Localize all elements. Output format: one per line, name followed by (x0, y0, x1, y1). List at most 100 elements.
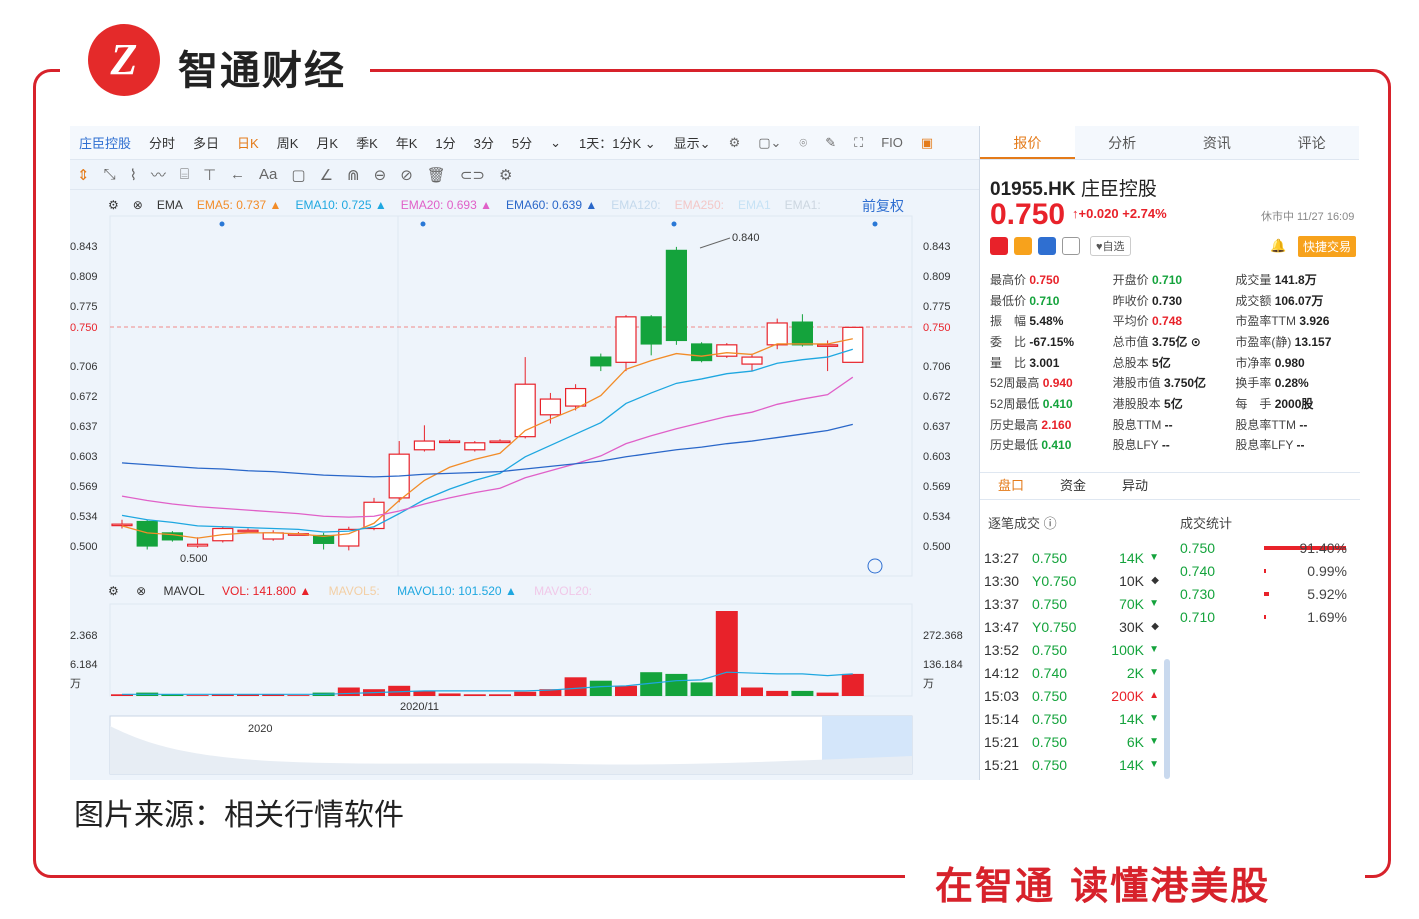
stat-cell: 最低价 0.710 (990, 293, 1060, 308)
gear-icon[interactable]: ⚙ (728, 134, 741, 150)
stat-row: 52周最高 0.940 港股市值 3.750亿 换手率 0.28% (990, 372, 1358, 393)
mavol-label[interactable]: MAVOL (163, 584, 205, 598)
draw-tool-icon-7[interactable]: Aa (259, 166, 278, 183)
detail-tab-1[interactable]: 资金 (1059, 478, 1086, 493)
tick-row: 15:21 0.750 6K ▼ (984, 733, 1159, 750)
draw-tool-icon-2[interactable]: ⌇ (129, 166, 137, 184)
volume-tick-left: 6.184 (70, 659, 98, 671)
period-item-0[interactable]: 庄臣控股 (79, 136, 132, 151)
stat-cell: 港股市值 3.750亿 (1112, 376, 1207, 391)
distribution-row: 0.740 0.99% (1180, 562, 1347, 579)
mavol-close-icon[interactable]: ⊗ (136, 584, 147, 598)
quote-tab-0[interactable]: 报价 (980, 126, 1075, 159)
stat-cell: 每 手 2000股 (1235, 396, 1314, 411)
volume-bar (186, 695, 209, 696)
period-item-1[interactable]: 分时 (149, 136, 176, 151)
candle-body (111, 523, 133, 527)
price-tick-left: 0.672 (70, 391, 98, 403)
price-tick-left: 0.775 (70, 301, 98, 313)
period-item-12[interactable]: 1天：1分K ⌄ (579, 136, 656, 151)
period-item-6[interactable]: 季K (356, 136, 378, 151)
draw-tool-icon-15[interactable]: ⚙ (498, 166, 513, 184)
quote-tab-2[interactable]: 资讯 (1202, 135, 1231, 151)
price-tick-right: 0.500 (923, 541, 951, 553)
detail-tab-0[interactable]: 盘口 (997, 478, 1024, 493)
detail-tab-2[interactable]: 异动 (1121, 478, 1148, 493)
price-tick-right: 0.637 (923, 421, 951, 433)
fib-icon[interactable]: FIO (881, 135, 903, 150)
tick-list[interactable]: 13:27 0.750 14K ▼ 13:30 Y0.750 10K ◆ 13:37 0.750 7… (984, 546, 1159, 776)
quote-tab-1[interactable]: 分析 (1108, 135, 1137, 151)
period-item-13[interactable]: 显示⌄ (673, 136, 711, 151)
ema10-line (121, 348, 853, 533)
volume-bar (262, 694, 285, 696)
ema-label[interactable]: EMA (156, 198, 183, 212)
close-icon[interactable]: ⊗ (132, 198, 143, 212)
draw-tool-icon-10[interactable]: ⋒ (347, 166, 360, 184)
period-item-9[interactable]: 3分 (473, 136, 494, 151)
flash-icon[interactable] (1014, 237, 1032, 255)
period-item-5[interactable]: 月K (316, 136, 339, 151)
price-tick-left: 0.569 (70, 481, 98, 493)
stat-cell: 历史最低 0.410 (990, 438, 1072, 453)
draw-tool-icon-11[interactable]: ⊖ (373, 166, 387, 184)
volume-tick-left: 万 (70, 678, 81, 690)
volume-bar (287, 695, 310, 696)
period-item-10[interactable]: 5分 (511, 136, 533, 151)
quote-tab-3[interactable]: 评论 (1297, 135, 1326, 151)
high-price-label: 0.840 (732, 232, 760, 244)
ema60-value: EMA60: 0.639 ▲ (505, 198, 598, 212)
tag-icon[interactable] (1038, 237, 1056, 255)
quick-trade-button[interactable]: 快捷交易 (1298, 236, 1357, 257)
price-tick-right: 0.569 (923, 481, 951, 493)
price-tick-left: 0.637 (70, 421, 98, 433)
draw-tool-icon-1[interactable]: ⤡ (103, 166, 116, 183)
adjust-button[interactable]: 前复权 (862, 198, 904, 214)
draw-tool-icon-5[interactable]: ⊤ (202, 166, 217, 184)
period-item-4[interactable]: 周K (276, 136, 299, 151)
settings-icon[interactable]: ⚙ (108, 198, 119, 212)
period-item-8[interactable]: 1分 (435, 136, 456, 151)
draw-tool-icon-9[interactable]: ∠ (319, 166, 334, 184)
candle-body (514, 383, 536, 438)
bell-icon[interactable]: 🔔 (1270, 238, 1287, 253)
fullscreen-icon[interactable]: ⛶ (854, 134, 864, 150)
candle-body (716, 344, 738, 357)
ema10-value: EMA10: 0.725 ▲ (295, 198, 387, 212)
note-icon[interactable] (1062, 237, 1080, 255)
draw-tool-icon-6[interactable]: ← (230, 166, 246, 183)
draw-tool-icon-14[interactable]: ⊂⊃ (459, 166, 485, 184)
price-tick-right: 0.534 (923, 511, 951, 523)
stat-cell: 港股股本 5亿 (1112, 396, 1183, 411)
last-price: 0.750 (990, 198, 1066, 231)
draw-tool-icon-3[interactable]: 〰 (150, 167, 166, 184)
stat-cell: 换手率 0.28% (1235, 376, 1309, 391)
candlestick-chart[interactable]: 0.843 0.809 0.775 0.750 0.706 0.672 0.637 0.603… (70, 126, 979, 780)
volume-bar (539, 689, 562, 696)
draw-tool-icon-0[interactable]: ⇕ (77, 166, 90, 184)
volume-bar (388, 685, 411, 696)
volume-bar (514, 691, 537, 696)
draw-tool-icon-8[interactable]: ▢ (291, 166, 306, 184)
period-item-3[interactable]: 日K (237, 136, 259, 151)
draw-tool-icon-12[interactable]: ⊘ (400, 166, 413, 184)
period-item-11[interactable]: ⌄ (550, 134, 562, 150)
square-icon[interactable]: ▢⌄ (758, 134, 782, 150)
stat-cell: 平均价 0.748 (1112, 314, 1183, 329)
pen-icon[interactable]: ✎ (825, 134, 837, 150)
period-item-2[interactable]: 多日 (193, 136, 220, 151)
price-tick-right: 0.672 (923, 391, 951, 403)
panel-icon[interactable]: ▣ (920, 134, 934, 150)
mavol-legend: ⚙ ⊗ MAVOL VOL: 141.800 ▲ MAVOL5: MAVOL10… (108, 584, 606, 598)
draw-tool-icon-4[interactable]: ⌸ (179, 166, 189, 183)
camera-icon[interactable]: ⌾ (799, 134, 808, 150)
tick-scrollbar[interactable] (1164, 659, 1170, 779)
draw-tool-icon-13[interactable]: 🗑 (426, 166, 446, 184)
candle-body (842, 326, 864, 363)
candle-body (413, 440, 435, 451)
price-tick-left: 0.843 (70, 241, 98, 253)
distribution-row: 0.750 91.40% (1180, 539, 1347, 556)
period-item-7[interactable]: 年K (395, 136, 418, 151)
add-favorite-button[interactable]: ♥自选 (1090, 236, 1131, 256)
mavol-settings-icon[interactable]: ⚙ (108, 584, 119, 598)
